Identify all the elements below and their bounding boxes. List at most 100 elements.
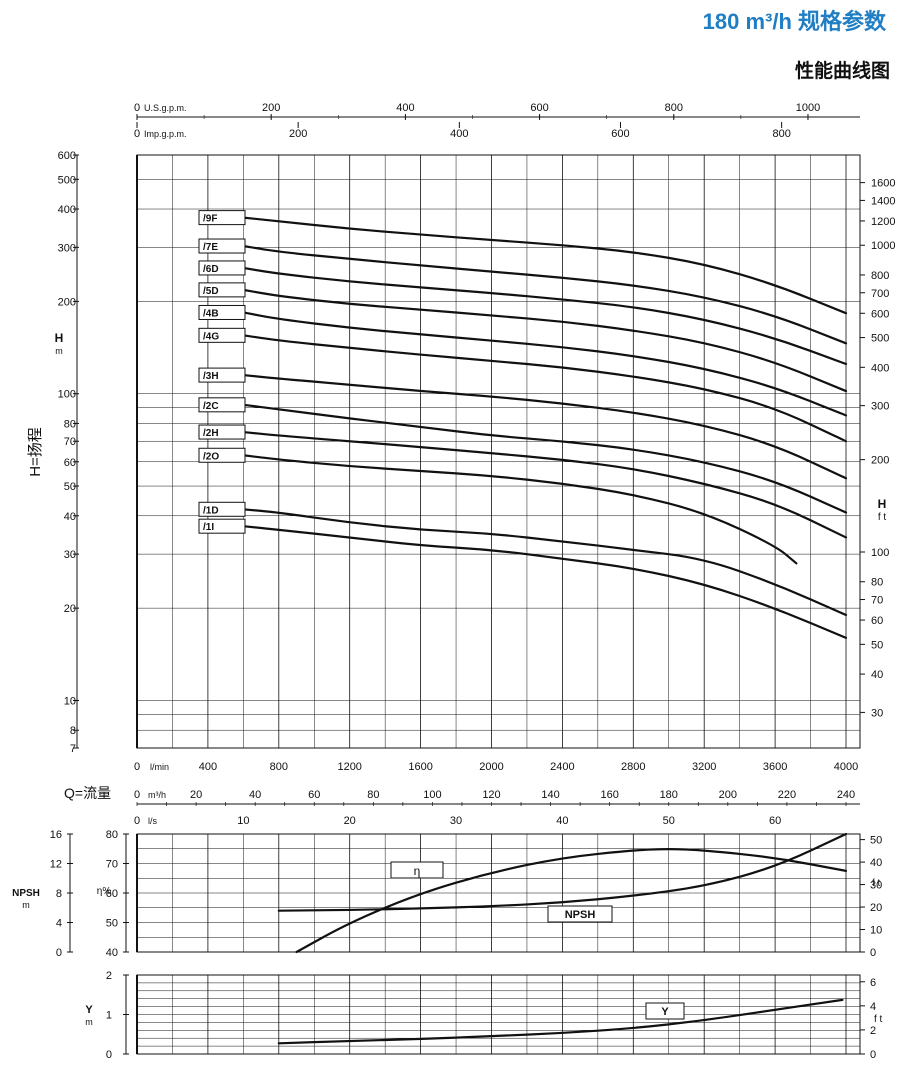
curve-2h: [242, 430, 848, 539]
y-tick-label: 400: [58, 204, 76, 216]
eff-right-tick-label: 40: [870, 857, 882, 869]
x-tick-label: 400: [199, 761, 217, 773]
page-title: 180 m³/h 规格参数: [702, 9, 886, 34]
curve-label: /9F: [203, 214, 217, 225]
curve-label-box: [198, 238, 246, 254]
curve-label-box: [198, 260, 246, 276]
curve-1i: [242, 525, 848, 639]
curve-label: /5D: [203, 286, 219, 297]
top-tick-label: 0: [134, 102, 140, 114]
y-tick-label: 30: [64, 549, 76, 561]
x-tick-label: 1600: [408, 761, 432, 773]
eta-tick-label: 40: [106, 947, 118, 959]
npsh-axis-title: NPSH: [12, 888, 40, 899]
x-tick-label: 3600: [763, 761, 787, 773]
top-unit-label: U.S.g.p.m.: [144, 103, 187, 113]
y-right-unit-label: H: [878, 497, 887, 511]
eff-right-unit: f t: [872, 878, 881, 889]
curve-label: /6D: [203, 264, 219, 275]
top-unit-label: Imp.g.p.m.: [144, 129, 187, 139]
curve-label: /2C: [203, 401, 219, 412]
curve-7e: [242, 244, 848, 345]
y-tick-label: 50: [64, 481, 76, 493]
y-chart-right-tick-label: 0: [870, 1049, 876, 1061]
y-chart-right-tick-label: 6: [870, 977, 876, 989]
flow-m3h-tick: 20: [190, 789, 202, 801]
y-curve: [277, 998, 844, 1045]
y-tick-label: 70: [64, 436, 76, 448]
curve-label-box: [198, 282, 246, 298]
y-right-tick-label: 200: [871, 455, 889, 467]
y-tick-label: 60: [64, 457, 76, 469]
y-chart-tick-label: 0: [106, 1049, 112, 1061]
y-chart-right-tick-label: 4: [870, 1001, 876, 1013]
y-tick-label: 7: [70, 743, 76, 755]
curve-2o: [242, 454, 798, 565]
curve-label: /4G: [203, 331, 219, 342]
npsh-curve: [277, 832, 848, 912]
y-chart-unit: m: [85, 1017, 93, 1027]
y-right-tick-label: 500: [871, 333, 889, 345]
x-tick-label: 2800: [621, 761, 645, 773]
flow-ls-tick: 60: [769, 815, 781, 827]
x-tick-label: 2000: [479, 761, 503, 773]
curve-2c: [242, 403, 848, 514]
y-right-tick-label: 30: [871, 707, 883, 719]
curve-1d: [242, 508, 848, 617]
y-right-tick-label: 1000: [871, 240, 895, 252]
curve-label: /4B: [203, 308, 219, 319]
curve-4g: [242, 334, 848, 443]
flow-m3h-tick: 60: [308, 789, 320, 801]
flow-m3h-tick: 40: [249, 789, 261, 801]
eff-right-tick-label: 20: [870, 902, 882, 914]
npsh-tick-label: 16: [50, 829, 62, 841]
y-tick-label: 100: [58, 389, 76, 401]
x-tick-label: 3200: [692, 761, 716, 773]
curve-label: /1D: [203, 505, 219, 516]
flow-ls-tick: 0: [134, 815, 140, 827]
y-curve-label: Y: [661, 1006, 669, 1018]
top-tick-label: 800: [665, 102, 683, 114]
eta-axis-title: η%: [97, 886, 112, 897]
curve-4b: [242, 311, 848, 417]
top-tick-label: 200: [289, 128, 307, 140]
y-chart-right-unit: f t: [874, 1014, 883, 1025]
y-right-tick-label: 1200: [871, 216, 895, 228]
flow-m3h-tick: 0: [134, 789, 140, 801]
eta-tick-label: 50: [106, 918, 118, 930]
y-right-tick-label: 70: [871, 595, 883, 607]
flow-m3h-tick: 220: [778, 789, 796, 801]
curve-label: /3H: [203, 371, 219, 382]
curve-label-box: [198, 304, 246, 320]
top-tick-label: 200: [262, 102, 280, 114]
y-right-unit-sub-label: f t: [878, 512, 887, 523]
eta-curve-label: η: [414, 864, 421, 878]
eff-right-tick-label: 30: [870, 880, 882, 892]
flow-ls-tick: 20: [344, 815, 356, 827]
flow-m3h-tick: 140: [541, 789, 559, 801]
y-chart-right-tick-label: 2: [870, 1025, 876, 1037]
curve-5d: [242, 288, 848, 393]
y-unit-sub-label: m: [55, 346, 63, 356]
y-tick-label: 600: [58, 150, 76, 162]
y-axis-title: H=扬程: [27, 427, 44, 477]
curve-label-box: [198, 518, 246, 534]
flow-m3h-tick: 120: [482, 789, 500, 801]
flow-ls-tick: 10: [237, 815, 249, 827]
top-tick-label: 1000: [796, 102, 820, 114]
flow-ls-tick: 30: [450, 815, 462, 827]
y-tick-label: 80: [64, 418, 76, 430]
flow-ls-unit: l/s: [148, 816, 158, 826]
flow-ls-tick: 50: [663, 815, 675, 827]
curve-6d: [242, 266, 848, 366]
x-tick-label: 1200: [337, 761, 361, 773]
y-chart-tick-label: 2: [106, 970, 112, 982]
x-tick-label: 2400: [550, 761, 574, 773]
eta-label-box: [390, 861, 444, 879]
y-tick-label: 40: [64, 511, 76, 523]
top-tick-label: 400: [450, 128, 468, 140]
y-right-tick-label: 60: [871, 615, 883, 627]
top-tick-label: 0: [134, 128, 140, 140]
y-label-box: [645, 1002, 685, 1020]
y-tick-label: 10: [64, 695, 76, 707]
